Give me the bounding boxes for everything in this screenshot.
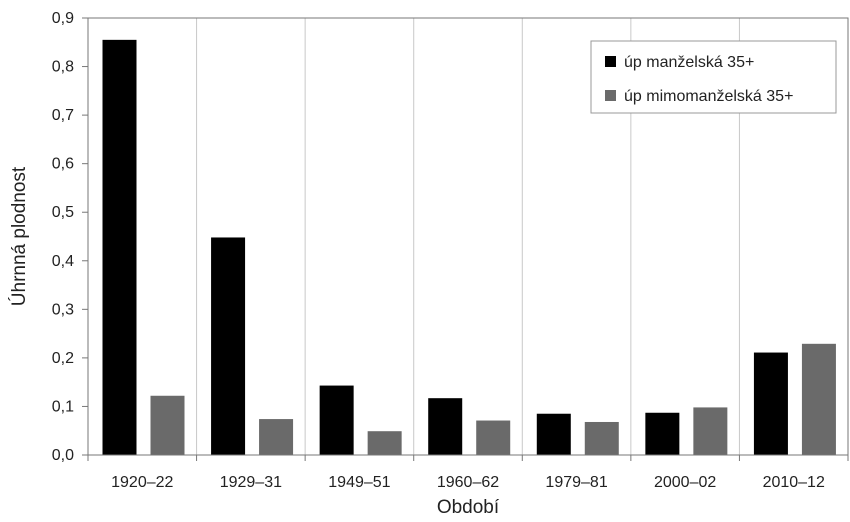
bar-nonmarital-5 (693, 407, 728, 455)
bar-nonmarital-1 (259, 419, 294, 455)
bar-marital-6 (753, 352, 788, 455)
y-tick-labels: 0,0 0,1 0,2 0,3 0,4 0,5 0,6 0,7 0,8 0,9 (52, 10, 74, 464)
x-tick-label: 1979–81 (545, 474, 607, 491)
x-tick-labels: 1920–22 1929–31 1949–51 1960–62 1979–81 2000–… (111, 474, 825, 491)
y-tick-label: 0,1 (52, 398, 74, 415)
bar-marital-1 (211, 237, 246, 455)
y-tick-label: 0,4 (52, 253, 74, 270)
bar-nonmarital-2 (367, 431, 402, 455)
y-tick-label: 0,8 (52, 59, 74, 76)
bar-marital-3 (428, 398, 463, 455)
x-tick-label: 2010–12 (763, 474, 825, 491)
legend-swatch (605, 56, 616, 67)
x-tick-label: 1920–22 (111, 474, 173, 491)
y-tick-label: 0,2 (52, 350, 74, 367)
y-tick-label: 0,9 (52, 10, 74, 27)
bars (102, 39, 836, 455)
y-axis-title: Úhrnná plodnost (8, 166, 30, 306)
legend-box (590, 40, 837, 114)
legend-label: úp manželská 35+ (624, 54, 754, 71)
legend-label: úp mimomanželská 35+ (624, 88, 793, 105)
x-tick-label: 1929–31 (220, 474, 282, 491)
y-tick-label: 0,6 (52, 156, 74, 173)
x-tick-label: 1960–62 (437, 474, 499, 491)
axes (82, 17, 849, 461)
bar-marital-2 (319, 385, 354, 455)
x-tick-label: 2000–02 (654, 474, 716, 491)
bar-nonmarital-4 (584, 421, 619, 455)
bar-marital-0 (102, 39, 137, 455)
bar-marital-4 (536, 413, 571, 455)
bar-nonmarital-6 (801, 343, 836, 455)
bar-nonmarital-3 (476, 420, 511, 455)
x-tick-label: 1949–51 (328, 474, 390, 491)
y-tick-label: 0,5 (52, 204, 74, 221)
bar-marital-5 (645, 412, 680, 455)
y-tick-label: 0,3 (52, 301, 74, 318)
plot-frame (87, 17, 849, 456)
bar-nonmarital-0 (150, 395, 185, 455)
y-tick-label: 0,7 (52, 107, 74, 124)
x-axis-title: Období (437, 497, 500, 518)
legend-swatch (605, 90, 616, 101)
legend: úp manželská 35+ úp mimomanželská 35+ (590, 40, 837, 114)
y-tick-label: 0,0 (52, 447, 74, 464)
